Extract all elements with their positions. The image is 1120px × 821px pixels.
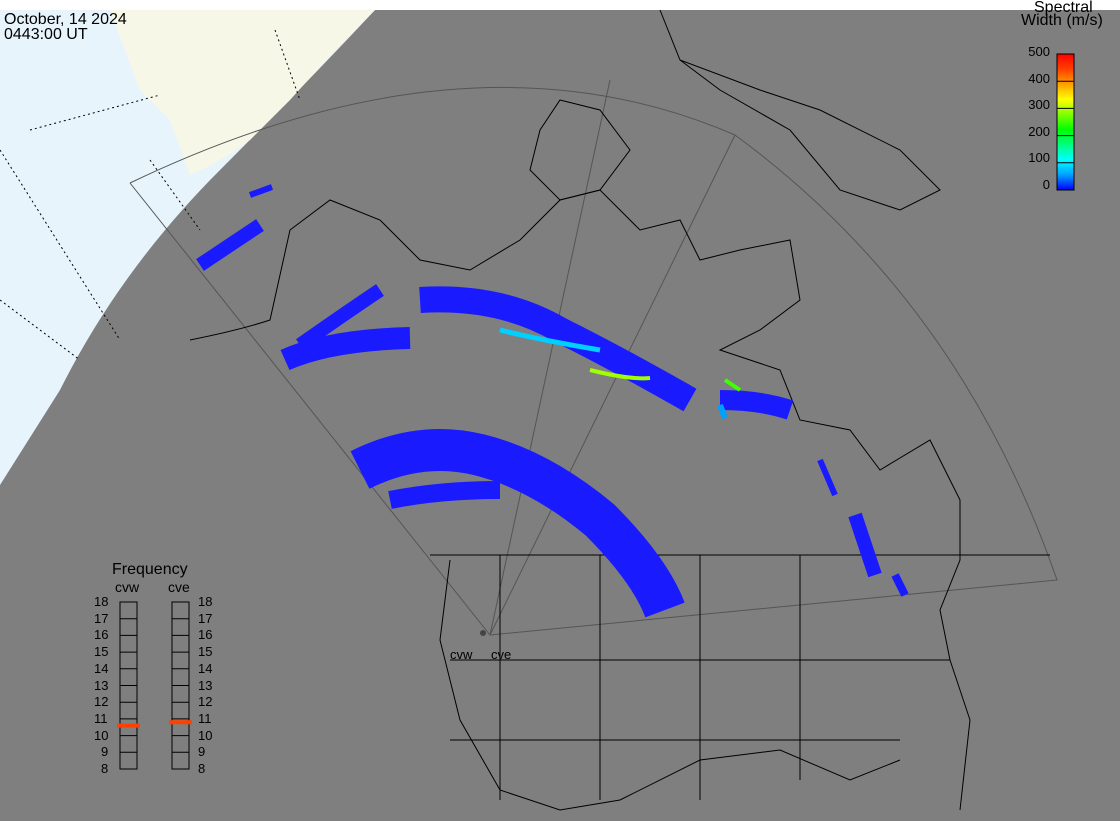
plot-time: 0443:00 UT: [4, 26, 88, 43]
frequency-tick: 15: [198, 644, 213, 660]
frequency-gauges: [117, 601, 192, 770]
echo-band: [719, 390, 794, 420]
echo-band: [589, 368, 651, 381]
frequency-tick: 11: [198, 710, 212, 726]
frequency-tick: 14: [94, 660, 109, 676]
frequency-tick: 9: [101, 744, 109, 760]
colorbar-tick: 400: [1028, 70, 1050, 86]
site-label-cvw: cvw: [450, 647, 473, 662]
radar-name-cve: cve: [168, 579, 190, 595]
daylight-region: [0, 10, 375, 485]
radar-name-cvw: cvw: [115, 579, 140, 595]
frequency-marker: [169, 720, 192, 725]
echo-band: [499, 327, 601, 353]
daylight-land: [110, 10, 375, 175]
echo-band: [388, 481, 501, 509]
frequency-tick: 10: [94, 727, 109, 743]
frequency-tick: 18: [198, 594, 213, 609]
frequency-tick: 16: [94, 627, 109, 643]
echo-band: [196, 219, 264, 271]
plot-date: October, 14 2024: [4, 11, 127, 28]
colorbar-tick: 0: [1042, 176, 1050, 192]
frequency-tick: 17: [198, 610, 213, 626]
echo-band: [891, 573, 909, 597]
fields-of-view: [129, 79, 1058, 636]
colorbar-title-1: Spectral: [1034, 0, 1093, 16]
frequency-tick: 15: [94, 644, 109, 660]
colorbar-tick: 100: [1028, 150, 1050, 165]
colorbar-title-2: Width (m/s): [1021, 12, 1103, 29]
frequency-marker: [117, 723, 140, 728]
colorbar-tick: 500: [1028, 44, 1050, 59]
coastlines: [189, 9, 1050, 811]
frequency-tick: 9: [198, 744, 206, 760]
frequency-tick: 10: [198, 727, 213, 743]
colorbar-fill: [1056, 53, 1075, 191]
frequency-tick: 17: [94, 610, 109, 626]
echo-band: [723, 378, 742, 392]
echo-band: [350, 429, 685, 618]
colorbar-tick: 300: [1028, 97, 1050, 112]
echo-band: [248, 184, 274, 198]
echo-band: [295, 284, 384, 351]
frequency-tick: 12: [94, 694, 109, 710]
frequency-tick: 13: [198, 677, 213, 693]
frequency-tick: 8: [198, 761, 206, 776]
colorbar: [1056, 53, 1075, 191]
frequency-tick: 18: [94, 594, 109, 609]
radar-site-marker: [480, 630, 486, 636]
frequency-title: Frequency: [112, 561, 188, 578]
echo-band: [817, 458, 838, 497]
frequency-tick: 11: [94, 710, 108, 726]
grid-lines-day: [0, 29, 301, 361]
site-label-cve: cve: [491, 647, 512, 662]
radar-echoes: [196, 184, 909, 618]
frequency-tick: 8: [101, 761, 109, 776]
frequency-tick: 13: [94, 677, 109, 693]
frequency-tick: 12: [198, 694, 213, 710]
frequency-tick: 14: [198, 660, 213, 676]
echo-band: [848, 512, 882, 578]
echo-band: [717, 403, 728, 420]
echo-band: [280, 327, 411, 371]
frequency-tick: 16: [198, 627, 213, 643]
colorbar-tick: 200: [1028, 123, 1050, 139]
